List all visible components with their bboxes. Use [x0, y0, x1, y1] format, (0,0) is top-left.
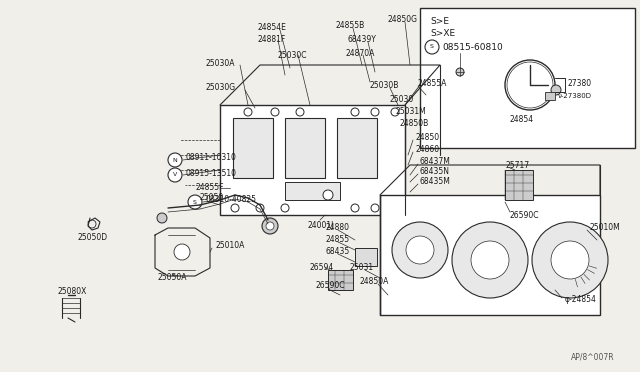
Text: 08515-60810: 08515-60810 [442, 42, 503, 51]
Text: 25030B: 25030B [370, 81, 399, 90]
Text: 27380: 27380 [568, 80, 592, 89]
Text: 68435N: 68435N [420, 167, 450, 176]
Text: 24850A: 24850A [360, 278, 389, 286]
Text: 25030A: 25030A [205, 58, 234, 67]
Text: 25030C: 25030C [278, 51, 307, 60]
Text: 24001J: 24001J [308, 221, 334, 230]
Text: 25010A: 25010A [215, 241, 244, 250]
Bar [220, 105, 405, 215]
Text: AP/8^007R: AP/8^007R [572, 353, 615, 362]
Text: 24881F: 24881F [258, 35, 286, 45]
Bar [505, 170, 533, 200]
Circle shape [231, 204, 239, 212]
Text: 68435: 68435 [325, 247, 349, 257]
Circle shape [452, 222, 528, 298]
Text: S>XE: S>XE [430, 29, 455, 38]
Circle shape [271, 108, 279, 116]
Bar [233, 118, 273, 178]
Circle shape [174, 244, 190, 260]
Circle shape [551, 85, 561, 95]
Circle shape [351, 204, 359, 212]
Circle shape [392, 222, 448, 278]
Circle shape [391, 108, 399, 116]
Text: 26590C: 26590C [315, 280, 344, 289]
Text: 68437M: 68437M [420, 157, 451, 167]
Circle shape [551, 241, 589, 279]
Text: S: S [193, 199, 197, 205]
Bar [380, 195, 600, 315]
Circle shape [323, 190, 333, 200]
Bar [355, 248, 377, 266]
Circle shape [296, 108, 304, 116]
Text: S>E: S>E [430, 17, 449, 26]
Text: 24850: 24850 [415, 134, 439, 142]
Text: 26594: 26594 [310, 263, 334, 272]
Text: 24870A: 24870A [345, 49, 374, 58]
Text: ν-27380D: ν-27380D [558, 93, 592, 99]
Text: 68439Y: 68439Y [348, 35, 377, 45]
Circle shape [266, 222, 274, 230]
Text: 26590C: 26590C [510, 211, 540, 219]
Bar [285, 182, 340, 200]
Text: 25030G: 25030G [205, 83, 235, 93]
Text: 08310-40825: 08310-40825 [205, 196, 256, 205]
Bar [420, 8, 635, 148]
Text: 25050D: 25050D [78, 234, 108, 243]
Circle shape [371, 204, 379, 212]
Text: 24855B: 24855B [335, 22, 364, 31]
Circle shape [371, 108, 379, 116]
Circle shape [351, 108, 359, 116]
Text: 68435M: 68435M [420, 177, 451, 186]
Circle shape [256, 204, 264, 212]
Bar [545, 92, 555, 100]
Circle shape [262, 218, 278, 234]
Bar [337, 118, 377, 178]
Text: 24850B: 24850B [400, 119, 429, 128]
Text: 24880: 24880 [325, 224, 349, 232]
Text: V: V [173, 173, 177, 177]
Circle shape [168, 168, 182, 182]
Text: 24860: 24860 [415, 145, 439, 154]
Text: φ-24854: φ-24854 [565, 295, 597, 305]
Circle shape [406, 236, 434, 264]
Bar [328, 270, 353, 290]
Text: 24854E: 24854E [258, 23, 287, 32]
Circle shape [157, 213, 167, 223]
Text: 25050: 25050 [200, 193, 224, 202]
Text: 25031M: 25031M [395, 108, 426, 116]
Circle shape [471, 241, 509, 279]
Text: 25031: 25031 [350, 263, 374, 273]
Text: 25030: 25030 [390, 96, 414, 105]
Text: 25717: 25717 [505, 160, 529, 170]
Text: 24850G: 24850G [388, 16, 418, 25]
Text: 08911-10310: 08911-10310 [185, 154, 236, 163]
Text: 24855F: 24855F [195, 183, 223, 192]
Circle shape [244, 108, 252, 116]
Text: 25050A: 25050A [158, 273, 188, 282]
Text: 08915-13510: 08915-13510 [185, 169, 236, 177]
Circle shape [505, 60, 555, 110]
Text: 24855A: 24855A [418, 80, 447, 89]
Text: 24854: 24854 [510, 115, 534, 125]
Text: 25010M: 25010M [590, 224, 621, 232]
Circle shape [281, 204, 289, 212]
Circle shape [425, 40, 439, 54]
Text: 24855: 24855 [325, 235, 349, 244]
Circle shape [456, 68, 464, 76]
Text: N: N [173, 157, 177, 163]
Text: S: S [430, 45, 434, 49]
Circle shape [168, 153, 182, 167]
Text: 25080X: 25080X [58, 288, 88, 296]
Circle shape [532, 222, 608, 298]
Bar [285, 118, 325, 178]
Circle shape [188, 195, 202, 209]
Circle shape [391, 204, 399, 212]
